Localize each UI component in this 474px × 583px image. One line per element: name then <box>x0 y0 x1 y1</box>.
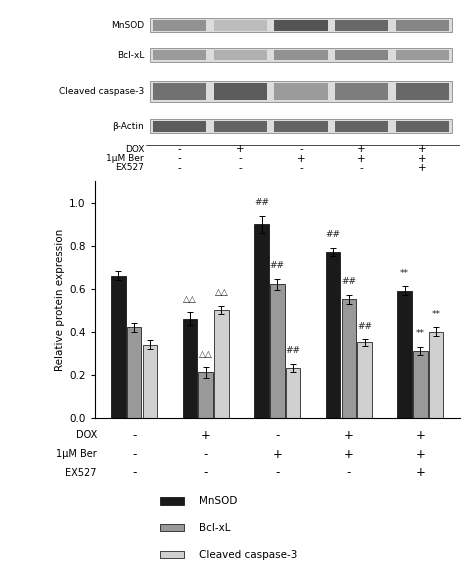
Text: +: + <box>344 429 354 442</box>
Bar <box>270 285 284 417</box>
Text: -: - <box>275 466 280 479</box>
Bar <box>150 81 453 102</box>
Text: +: + <box>273 448 282 461</box>
Bar <box>357 342 372 417</box>
Text: -: - <box>132 448 137 461</box>
Text: △△: △△ <box>183 294 197 304</box>
Text: +: + <box>418 145 427 154</box>
Text: -: - <box>203 466 208 479</box>
Text: △△: △△ <box>199 350 213 359</box>
Text: ##: ## <box>270 261 285 271</box>
Text: +: + <box>357 153 366 164</box>
Text: β-Actin: β-Actin <box>112 122 144 131</box>
Text: Bcl-xL: Bcl-xL <box>117 51 144 59</box>
Text: +: + <box>201 429 210 442</box>
Bar <box>326 252 340 417</box>
Text: +: + <box>416 448 425 461</box>
Text: +: + <box>418 153 427 164</box>
Text: +: + <box>236 145 245 154</box>
Bar <box>395 50 449 61</box>
Bar <box>199 373 213 417</box>
Bar <box>214 310 229 417</box>
Text: Bcl-xL: Bcl-xL <box>199 523 230 533</box>
Text: -: - <box>238 153 242 164</box>
Bar <box>274 121 328 132</box>
Bar <box>127 327 141 417</box>
Text: +: + <box>344 448 354 461</box>
Text: DOX: DOX <box>76 430 97 440</box>
Text: -: - <box>203 448 208 461</box>
Bar <box>395 83 449 100</box>
Bar <box>153 121 207 132</box>
Text: -: - <box>132 466 137 479</box>
Bar <box>183 319 197 417</box>
Text: +: + <box>416 466 425 479</box>
Y-axis label: Relative protein expression: Relative protein expression <box>55 229 65 371</box>
Bar <box>161 524 184 532</box>
Text: ##: ## <box>357 322 372 331</box>
Text: **: ** <box>416 329 425 338</box>
Text: ##: ## <box>254 198 269 207</box>
Text: MnSOD: MnSOD <box>199 496 237 506</box>
Text: ##: ## <box>341 278 356 286</box>
Text: -: - <box>132 429 137 442</box>
Bar <box>335 83 388 100</box>
Text: -: - <box>299 163 303 173</box>
Text: EX527: EX527 <box>65 468 97 478</box>
Bar <box>286 368 300 417</box>
Text: △△: △△ <box>215 288 228 297</box>
Text: MnSOD: MnSOD <box>111 21 144 30</box>
Bar <box>214 121 267 132</box>
Bar <box>143 345 157 417</box>
Bar <box>335 121 388 132</box>
Bar <box>395 121 449 132</box>
Bar <box>274 83 328 100</box>
Bar <box>150 120 453 134</box>
Text: +: + <box>418 163 427 173</box>
Text: +: + <box>416 429 425 442</box>
Text: -: - <box>178 145 182 154</box>
Text: -: - <box>178 153 182 164</box>
Text: 1μM Ber: 1μM Ber <box>56 449 97 459</box>
Bar <box>342 300 356 417</box>
Text: EX527: EX527 <box>115 163 144 172</box>
Text: -: - <box>346 466 351 479</box>
Bar <box>335 20 388 31</box>
Bar <box>274 20 328 31</box>
Text: Cleaved caspase-3: Cleaved caspase-3 <box>59 87 144 96</box>
Text: +: + <box>357 145 366 154</box>
Bar <box>214 83 267 100</box>
Text: 1μM Ber: 1μM Ber <box>107 154 144 163</box>
Text: -: - <box>238 163 242 173</box>
Bar <box>150 48 453 62</box>
Text: -: - <box>360 163 364 173</box>
Text: -: - <box>299 145 303 154</box>
Bar <box>335 50 388 61</box>
Bar <box>153 83 207 100</box>
Text: -: - <box>275 429 280 442</box>
Bar <box>274 50 328 61</box>
Text: -: - <box>178 163 182 173</box>
Bar <box>413 351 428 417</box>
Bar <box>429 332 443 417</box>
Text: **: ** <box>432 310 441 319</box>
Bar <box>150 18 453 32</box>
Text: ##: ## <box>326 230 341 239</box>
Text: +: + <box>297 153 305 164</box>
Text: **: ** <box>400 269 409 278</box>
Bar <box>161 497 184 504</box>
Text: Cleaved caspase-3: Cleaved caspase-3 <box>199 550 297 560</box>
Bar <box>161 551 184 559</box>
Text: DOX: DOX <box>125 145 144 154</box>
Bar <box>153 20 207 31</box>
Text: ##: ## <box>285 346 301 355</box>
Bar <box>397 291 412 417</box>
Bar <box>395 20 449 31</box>
Bar <box>214 20 267 31</box>
Bar <box>255 224 269 417</box>
Bar <box>111 276 126 417</box>
Bar <box>153 50 207 61</box>
Bar <box>214 50 267 61</box>
